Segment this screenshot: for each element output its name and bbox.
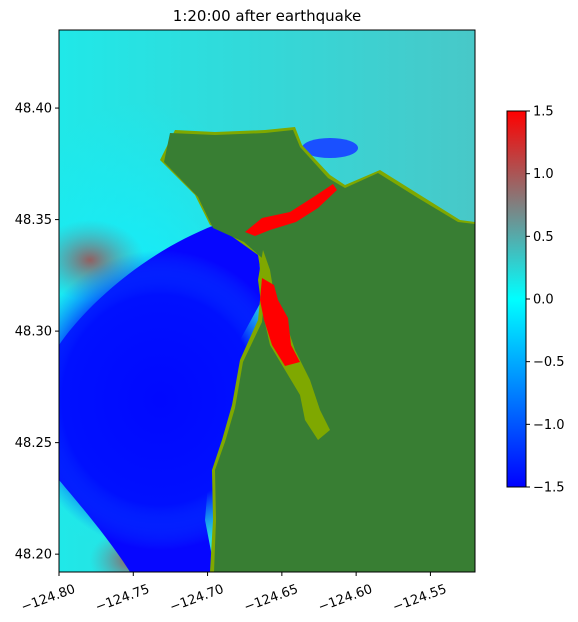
y-tick-label: 48.40	[15, 102, 52, 117]
y-tick-label: 48.20	[15, 548, 52, 563]
sea-trough-north	[302, 138, 358, 158]
colorbar-axis: 1.5 1.0 0.5 0.0 −0.5 −1.0 −1.5	[526, 105, 565, 496]
x-tick-label: −124.60	[316, 582, 374, 615]
colorbar-tick-label: 0.5	[533, 230, 554, 245]
colorbar-tick-label: 1.0	[533, 167, 554, 182]
colorbar-tick-label: −0.5	[533, 355, 565, 370]
colorbar-tick-label: 1.5	[533, 105, 554, 120]
x-tick-label: −124.65	[242, 582, 300, 615]
heatmap-field	[59, 30, 475, 572]
overflow-north	[245, 184, 337, 236]
y-axis: 48.20 48.25 48.30 48.35 48.40	[15, 102, 59, 563]
overflow-south	[260, 278, 300, 366]
colorbar-tick-label: −1.0	[533, 418, 565, 433]
river-channel	[258, 250, 330, 440]
chart-title: 1:20:00 after earthquake	[173, 7, 361, 25]
land-mass	[164, 130, 475, 572]
y-tick-label: 48.35	[15, 213, 52, 228]
x-tick-label: −124.75	[94, 582, 152, 615]
x-tick-label: −124.55	[391, 582, 449, 615]
colorbar-tick-label: −1.5	[533, 481, 565, 496]
x-tick-label: −124.80	[19, 582, 77, 615]
y-tick-label: 48.25	[15, 436, 52, 451]
colorbar	[506, 110, 527, 488]
x-axis: −124.80 −124.75 −124.70 −124.65 −124.60 −124.…	[19, 572, 449, 615]
x-tick-label: −124.70	[168, 582, 226, 615]
plot-frame	[58, 29, 476, 573]
y-tick-label: 48.30	[15, 325, 52, 340]
colorbar-tick-label: 0.0	[533, 293, 554, 308]
